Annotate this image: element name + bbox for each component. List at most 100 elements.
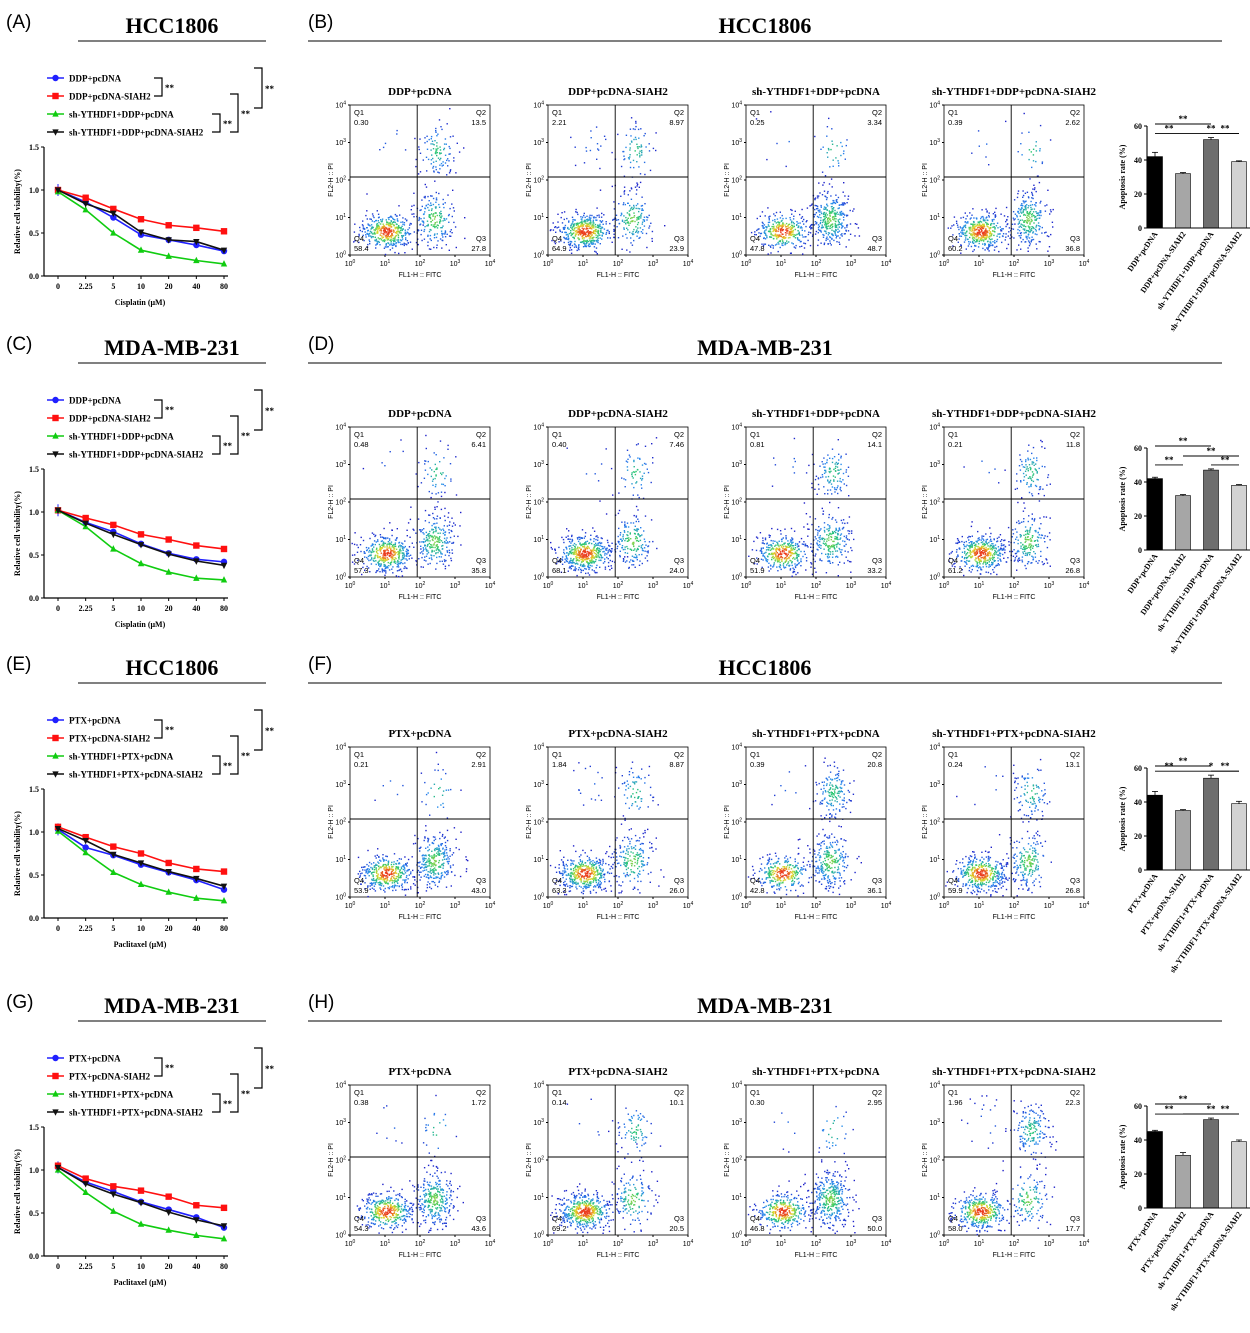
flow-dot (634, 525, 636, 527)
flow-dot (556, 227, 558, 229)
flow-dot (765, 226, 767, 228)
flow-dot (782, 242, 784, 244)
flow-dot (585, 150, 588, 152)
flow-y-tick-label: 104 (731, 101, 742, 110)
flow-dot (570, 230, 572, 232)
flow-dot (398, 252, 400, 255)
flow-dot (999, 226, 1001, 228)
flow-dot (376, 228, 378, 230)
flow-dot (638, 534, 640, 536)
flow-dot (995, 207, 997, 210)
flow-dot (384, 465, 386, 467)
flow-dot (444, 232, 446, 234)
flow-dot (373, 560, 375, 562)
flow-dot (1048, 246, 1051, 248)
flow-dot (367, 233, 369, 235)
flow-dot (633, 228, 635, 231)
flow-dot (636, 549, 638, 551)
flow-dot (776, 236, 778, 238)
flow-dot (605, 548, 607, 550)
flow-dot (426, 148, 429, 150)
flow-dot (848, 239, 850, 241)
flow-dot (834, 215, 837, 218)
sig-bracket (154, 77, 163, 97)
flow-dot (432, 478, 434, 480)
flow-dot (381, 540, 383, 542)
flow-dot (624, 486, 626, 488)
flow-dot (382, 226, 385, 229)
flow-dot (820, 204, 822, 207)
flow-dot (990, 226, 992, 229)
flow-dot (987, 223, 989, 225)
flow-dot (638, 166, 640, 168)
flow-dot (385, 243, 387, 246)
flow-dot (780, 235, 783, 238)
flow-dot (607, 550, 610, 552)
flow-dot (370, 551, 372, 554)
flow-dot (578, 244, 580, 246)
flow-dot (387, 229, 389, 231)
flow-dot (977, 221, 979, 223)
data-point (110, 521, 117, 529)
flow-dot (564, 231, 566, 234)
flow-dot (585, 146, 587, 149)
flow-dot (444, 567, 447, 570)
flow-dot (571, 535, 573, 538)
flow-dot (617, 512, 620, 515)
flow-dot (447, 448, 449, 450)
flow-x-tick-label: 104 (881, 259, 892, 268)
flow-dot (779, 211, 781, 213)
flow-dot (442, 220, 444, 222)
flow-dot (1023, 208, 1025, 211)
flow-dot (599, 545, 601, 547)
flow-dot (617, 542, 620, 544)
flow-dot (583, 221, 585, 223)
flow-dot (435, 545, 438, 547)
quadrant-name: Q4 (552, 556, 562, 565)
flow-dot (635, 226, 637, 228)
flow-dot (773, 225, 775, 228)
flow-dot (405, 237, 407, 239)
flow-dot (779, 225, 782, 227)
flow-dot (785, 553, 787, 556)
flow-dot (1032, 238, 1035, 241)
flow-dot (641, 221, 644, 223)
flow-dot (626, 545, 628, 548)
flow-dot (982, 224, 984, 226)
flow-dot (1000, 213, 1002, 215)
flow-dot (383, 559, 385, 561)
flow-dot (1018, 222, 1020, 224)
flow-dot (778, 557, 780, 560)
flow-dot (636, 229, 638, 231)
data-point (220, 247, 228, 254)
data-point (54, 187, 62, 194)
flow-dot (402, 221, 404, 223)
flow-dot (993, 234, 995, 237)
sig-label: ** (165, 83, 175, 93)
flow-dot (1035, 211, 1037, 213)
flow-dot (611, 548, 613, 550)
flow-dot (592, 527, 594, 529)
flow-dot (442, 563, 445, 565)
flow-dot (796, 554, 798, 556)
flow-dot (586, 560, 588, 563)
flow-dot (578, 248, 580, 251)
flow-dot (1026, 212, 1028, 215)
flow-dot (403, 244, 405, 247)
flow-dot (778, 235, 780, 237)
flow-dot (594, 552, 596, 555)
flow-dot (643, 216, 646, 218)
flow-dot (460, 511, 462, 514)
flow-dot (448, 524, 451, 526)
flow-dot (803, 543, 805, 546)
flow-y-tick-label: 101 (335, 213, 346, 222)
flow-dot (972, 250, 974, 253)
flow-dot (443, 515, 446, 517)
flow-dot (439, 461, 441, 463)
flow-dot (598, 542, 600, 544)
flow-dot (436, 154, 438, 157)
flow-dot (775, 558, 777, 560)
data-point (137, 229, 145, 236)
flow-dot (593, 240, 595, 242)
